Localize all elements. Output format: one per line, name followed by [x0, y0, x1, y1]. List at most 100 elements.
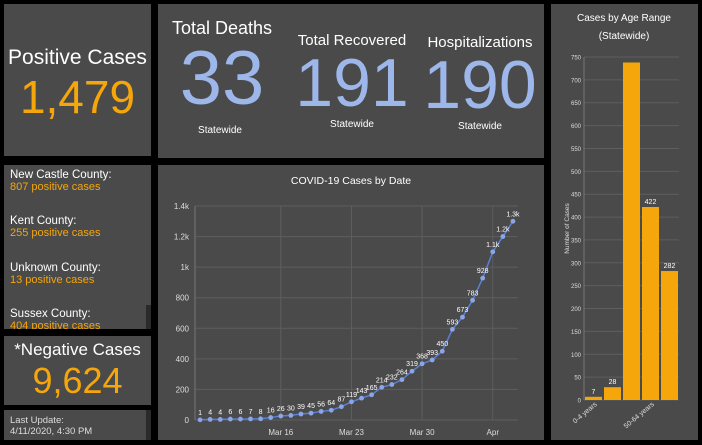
data-point — [460, 314, 465, 320]
total-deaths: Total Deaths 33 Statewide — [158, 18, 286, 136]
data-label: 928 — [477, 268, 489, 275]
y-tick-label: 500 — [571, 170, 582, 176]
data-point — [308, 410, 314, 416]
negative-cases-label: *Negative Cases — [14, 340, 141, 359]
data-point — [379, 384, 385, 390]
last-update-value: 4/11/2020, 4:30 PM — [10, 426, 93, 437]
last-update-panel: Last Update: 4/11/2020, 4:30 PM — [4, 410, 151, 440]
county-list-scrollbar[interactable] — [146, 305, 151, 329]
x-tick-label: Mar 23 — [339, 428, 364, 437]
county-item: Kent County: 255 positive cases — [4, 215, 101, 239]
x-tick-label: 0-4 years — [572, 401, 599, 425]
total-recovered: Total Recovered 191 Statewide — [288, 32, 416, 130]
county-count: 807 positive cases — [10, 181, 101, 193]
stats-panel: Total Deaths 33 Statewide Total Recovere… — [158, 4, 544, 158]
county-list[interactable]: New Castle County: 807 positive cases Ke… — [4, 165, 145, 329]
hospitalizations-sub: Statewide — [458, 121, 502, 132]
data-label: 393 — [426, 350, 438, 357]
data-label: 119 — [346, 392, 357, 399]
data-label: 4 — [208, 409, 212, 416]
county-name: Unknown County: — [10, 262, 101, 274]
data-label: 26 — [277, 406, 285, 413]
last-update-scrollbar[interactable] — [146, 410, 151, 440]
y-tick-label: 100 — [571, 353, 582, 359]
data-label: 282 — [664, 263, 676, 270]
data-point — [389, 382, 395, 387]
cases-by-date-chart: COVID-19 Cases by Date 0 200 400 600 800 1k 1.2… — [174, 175, 520, 437]
county-count: 255 positive cases — [10, 227, 101, 239]
data-point — [349, 399, 354, 405]
hospitalizations-label: Hospitalizations — [427, 34, 533, 51]
data-label: 30 — [287, 405, 295, 412]
data-point — [359, 395, 364, 401]
bar — [585, 396, 602, 400]
data-point — [500, 234, 506, 239]
y-tick-label: 350 — [571, 238, 582, 244]
negative-cases-value: 9,624 — [32, 360, 123, 401]
y-tick-label: 1.4k — [174, 202, 190, 211]
data-point — [439, 348, 445, 354]
data-label: 1.3k — [506, 211, 520, 218]
x-tick-label: Apr — [487, 428, 500, 437]
y-tick-label: 400 — [571, 216, 582, 222]
data-label: 368 — [416, 354, 428, 361]
data-label: 6 — [238, 409, 242, 416]
negative-cases-panel: *Negative Cases 9,624 — [4, 336, 151, 405]
y-tick-label: 650 — [571, 101, 582, 107]
data-label: 165 — [366, 385, 378, 392]
data-label: 214 — [376, 377, 388, 384]
data-label: 1.1k — [486, 242, 500, 249]
y-tick-label: 550 — [571, 147, 582, 153]
data-point — [298, 411, 304, 417]
total-deaths-value: 33 — [179, 36, 265, 121]
hospitalizations: Hospitalizations 190 Statewide — [416, 34, 544, 132]
data-label: 1 — [198, 410, 202, 417]
county-count: 404 positive cases — [10, 320, 101, 329]
bar — [604, 387, 621, 400]
county-name: New Castle County: — [10, 169, 112, 181]
y-tick-label: 800 — [176, 294, 190, 303]
county-list-panel: New Castle County: 807 positive cases Ke… — [4, 165, 151, 329]
data-point — [268, 415, 274, 420]
data-label: 39 — [297, 404, 305, 411]
y-tick-label: 0 — [185, 416, 190, 425]
cases-by-date-panel: COVID-19 Cases by Date 0 200 400 600 800 1k 1.2… — [158, 165, 544, 440]
y-tick-label: 1.2k — [174, 233, 190, 242]
y-tick-label: 0 — [578, 399, 582, 405]
data-point — [207, 416, 213, 422]
data-point — [288, 413, 294, 418]
hospitalizations-value: 190 — [423, 47, 537, 123]
y-tick-label: 300 — [571, 261, 582, 267]
data-label: 783 — [467, 290, 479, 297]
y-tick-label: 150 — [571, 330, 582, 336]
data-point — [480, 275, 486, 281]
data-label: 593 — [447, 319, 459, 326]
data-label: 87 — [337, 397, 345, 404]
data-point — [338, 404, 344, 410]
data-label: 7 — [249, 409, 253, 416]
y-tick-label: 250 — [571, 284, 582, 290]
data-point — [510, 218, 516, 224]
data-label: 7 — [592, 389, 596, 396]
county-count: 13 positive cases — [10, 274, 95, 286]
data-point — [328, 407, 334, 413]
data-point — [278, 413, 284, 419]
data-label: 264 — [396, 370, 408, 377]
data-label: 422 — [645, 199, 657, 206]
chart-title: Cases by Age Range — [577, 13, 671, 24]
county-item: Sussex County: 404 positive cases — [4, 308, 101, 329]
data-point — [449, 326, 455, 332]
county-name: Kent County: — [10, 215, 77, 227]
county-name: Sussex County: — [10, 308, 91, 320]
data-point — [470, 297, 475, 303]
data-point — [369, 392, 375, 398]
last-update-label: Last Update: — [10, 415, 64, 426]
bar — [661, 271, 678, 400]
total-recovered-label: Total Recovered — [297, 32, 407, 49]
data-point — [490, 249, 496, 255]
data-label: 1.2k — [496, 227, 510, 234]
y-tick-label: 1k — [181, 263, 190, 272]
data-label: 28 — [609, 379, 617, 386]
data-point — [318, 409, 324, 414]
total-deaths-label: Total Deaths — [171, 18, 273, 38]
